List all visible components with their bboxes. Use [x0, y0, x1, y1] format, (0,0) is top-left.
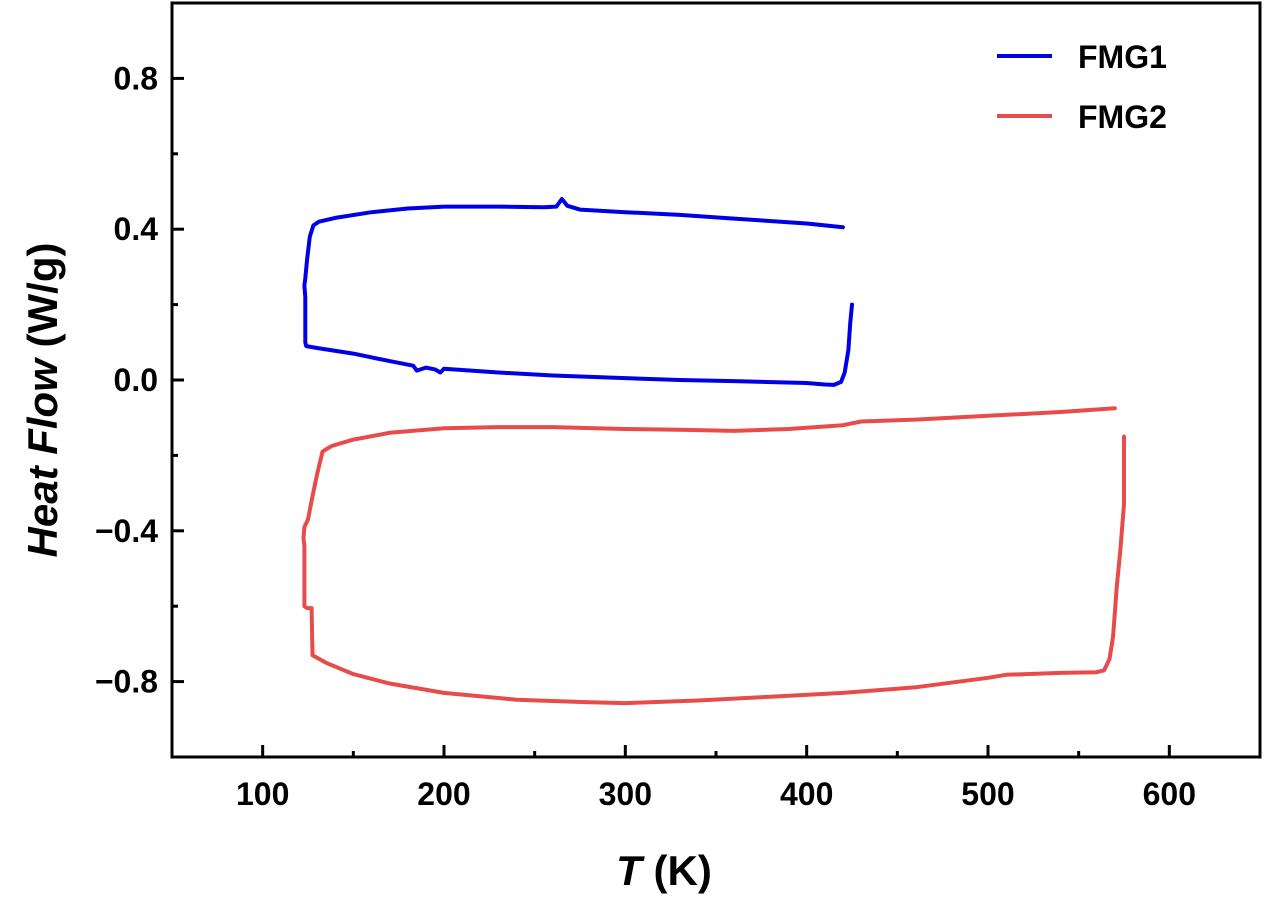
legend-label-fmg1: FMG1 [1078, 39, 1167, 75]
x-axis-variable: T [616, 847, 645, 894]
legend: FMG1 FMG2 [997, 39, 1167, 135]
y-tick-label: −0.4 [95, 513, 158, 549]
y-axis-variable: Heat Flow [19, 357, 66, 558]
series-line-fmg2 [301, 406, 1126, 706]
y-tick-label: −0.8 [95, 664, 158, 700]
y-tick-label: 0.4 [114, 211, 159, 247]
x-tick-label: 200 [417, 776, 470, 812]
x-tick-label: 100 [236, 776, 289, 812]
y-tick-label: 0.0 [114, 362, 158, 398]
x-tick-label: 400 [780, 776, 833, 812]
x-axis-unit: (K) [642, 847, 712, 894]
x-tick-label: 500 [961, 776, 1014, 812]
legend-label-fmg2: FMG2 [1078, 99, 1167, 135]
series-layer [301, 197, 1126, 706]
ticks-layer: 100 200 300 400 500 600 0.8 0.4 0.0 −0.4 −0.8 [95, 60, 1196, 812]
y-axis-title: Heat Flow (W/g) [19, 243, 66, 558]
y-tick-label: 0.8 [114, 60, 158, 96]
x-axis-title: T (K) [616, 847, 712, 894]
x-tick-label: 600 [1143, 776, 1196, 812]
series-line-fmg1 [302, 197, 854, 387]
x-tick-label: 300 [599, 776, 652, 812]
y-axis-unit: (W/g) [19, 243, 66, 360]
